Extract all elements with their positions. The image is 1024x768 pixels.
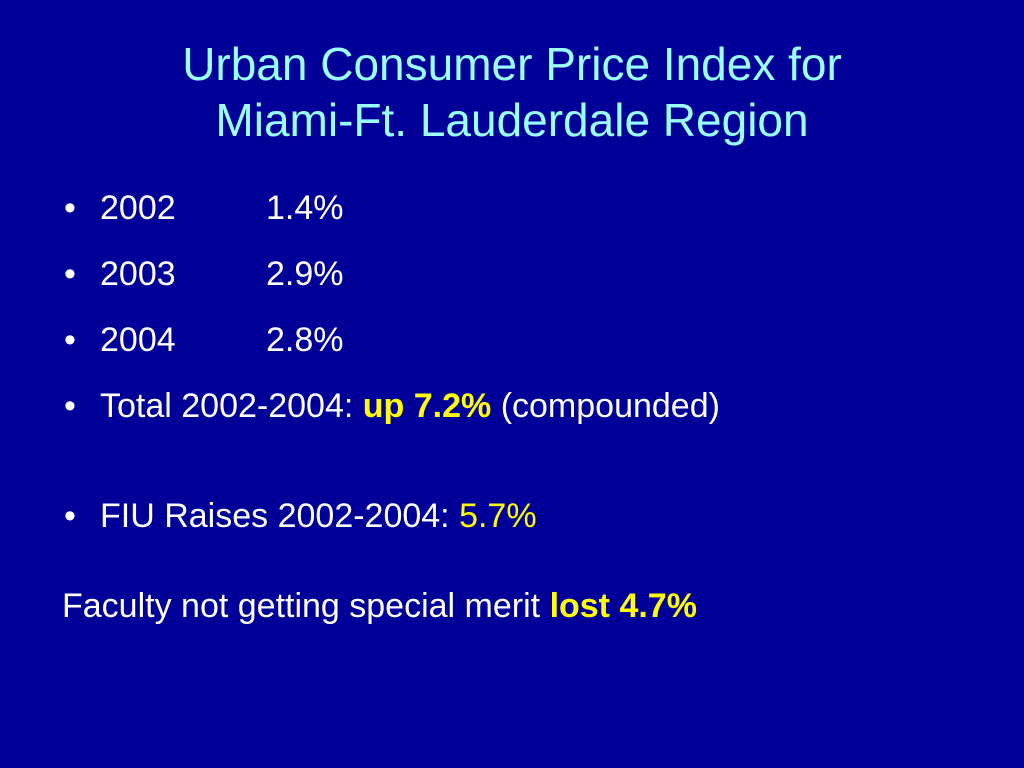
- faculty-note: Faculty not getting special merit lost 4…: [62, 586, 697, 626]
- cpi-year: 2003: [100, 255, 176, 293]
- cpi-value: 2.8%: [266, 321, 344, 359]
- bullet-item-fiu-raises: • FIU Raises 2002-2004: 5.7%: [62, 496, 720, 536]
- bullet-icon: •: [64, 321, 76, 359]
- bullet-item-2002: • 2002 1.4%: [62, 188, 720, 228]
- cpi-year: 2004: [100, 321, 176, 359]
- bullet-item-total: • Total 2002-2004: up 7.2% (compounded): [62, 386, 720, 426]
- bullet-icon: •: [64, 387, 76, 425]
- title-line-1: Urban Consumer Price Index for: [182, 38, 842, 90]
- cpi-year: 2002: [100, 189, 176, 227]
- fiu-raises-value: 5.7%: [459, 497, 537, 535]
- cpi-value: 1.4%: [266, 189, 344, 227]
- bullet-list: • 2002 1.4% • 2003 2.9% • 2004 2.8% • Total…: [62, 188, 720, 562]
- bullet-item-2004: • 2004 2.8%: [62, 320, 720, 360]
- fiu-raises-label: FIU Raises 2002-2004:: [100, 497, 460, 535]
- slide-title: Urban Consumer Price Index for Miami-Ft.…: [0, 36, 1024, 148]
- total-suffix: (compounded): [491, 387, 720, 425]
- bullet-item-2003: • 2003 2.9%: [62, 254, 720, 294]
- total-highlight: up 7.2%: [362, 387, 492, 425]
- bullet-icon: •: [64, 497, 76, 535]
- cpi-value: 2.9%: [266, 255, 344, 293]
- faculty-note-text: Faculty not getting special merit: [62, 587, 550, 625]
- bullet-icon: •: [64, 189, 76, 227]
- bullet-icon: •: [64, 255, 76, 293]
- title-line-2: Miami-Ft. Lauderdale Region: [215, 94, 809, 146]
- total-label: Total 2002-2004:: [100, 387, 363, 425]
- faculty-note-highlight: lost 4.7%: [549, 587, 697, 625]
